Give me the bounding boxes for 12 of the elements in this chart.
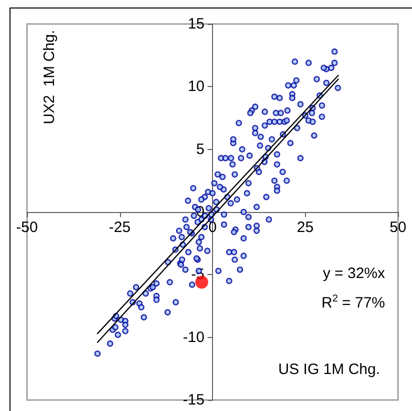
- x-tick-label: -50: [16, 219, 38, 236]
- y-tick-label: 5: [196, 140, 204, 158]
- y-tick-label: 15: [188, 16, 204, 32]
- annotation: y = 32%x: [322, 265, 386, 282]
- x-tick-label: 50: [390, 219, 406, 236]
- y-tick-label: -15: [182, 392, 204, 408]
- x-tick-label: 25: [296, 219, 314, 236]
- x-tick-label: -25: [108, 219, 131, 236]
- x-axis-title: US IG 1M Chg.: [278, 361, 380, 378]
- y-axis-title: UX2 1M Chg.: [41, 30, 58, 124]
- y-tick-label: 10: [188, 78, 204, 96]
- y-tick-label: -10: [182, 328, 204, 346]
